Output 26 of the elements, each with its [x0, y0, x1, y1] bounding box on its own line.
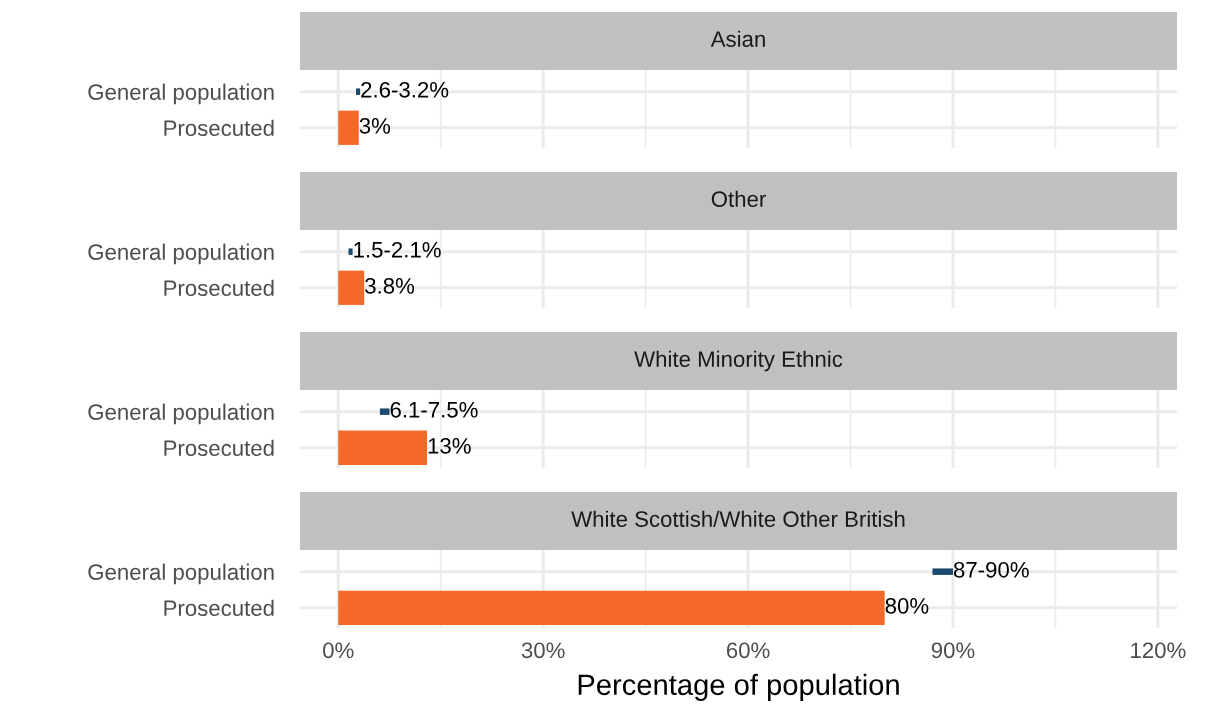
y-tick-label: General population	[88, 243, 274, 265]
chart-title: Other	[711, 190, 766, 207]
y-tick-label: General population	[88, 403, 274, 425]
annotation: 6.1-7.5%	[390, 401, 478, 418]
x-tick-label: 60%	[726, 642, 770, 659]
x-tick-label: 30%	[521, 642, 565, 659]
chart-title: White Scottish/White Other British	[571, 510, 905, 527]
y-tick-label: Prosecuted	[164, 439, 274, 457]
annotation: 1.5-2.1%	[354, 241, 441, 258]
annotation: 2.6-3.2%	[361, 81, 449, 98]
chart-title: Asian	[710, 30, 765, 47]
x-axis-title: Percentage of population	[578, 673, 899, 701]
y-tick-label: Prosecuted	[164, 119, 274, 137]
y-tick-label: Prosecuted	[164, 599, 274, 617]
x-tick-label: 0%	[323, 642, 354, 659]
y-tick-label: Prosecuted	[164, 279, 274, 297]
data-label: 3.8%	[365, 278, 415, 294]
annotation: 87-90%	[953, 561, 1029, 578]
data-label: 80%	[885, 598, 929, 614]
x-tick-label: 120%	[1131, 642, 1186, 659]
y-tick-label: General population	[88, 563, 274, 585]
data-label: 3%	[359, 118, 391, 134]
x-tick-label: 90%	[931, 642, 975, 659]
data-label: 13%	[428, 438, 471, 454]
chart-title: White Minority Ethnic	[634, 350, 843, 372]
y-tick-label: General population	[88, 83, 274, 105]
